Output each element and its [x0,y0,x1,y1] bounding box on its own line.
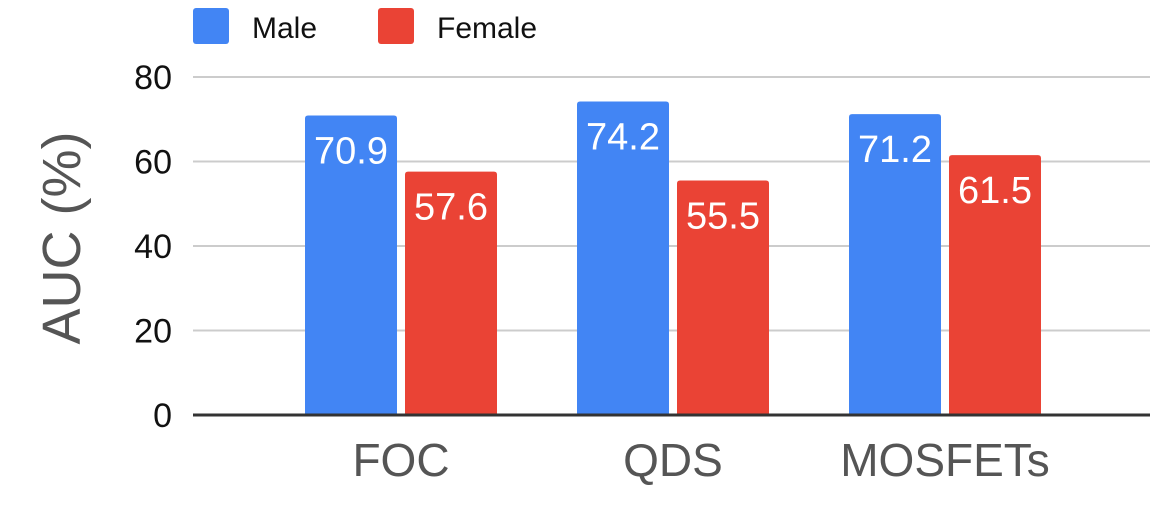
data-label-male-qds: 74.2 [586,117,660,159]
bar-male-foc [305,115,397,415]
bar-female-qds [677,180,769,415]
legend-label-female: Female [437,12,537,45]
y-tick-label-80: 80 [134,59,172,97]
y-tick-label-20: 20 [134,313,172,351]
x-axis-categories: FOC QDS MOSFETs [352,434,1049,486]
data-labels: 70.9 57.6 74.2 55.5 71.2 61.5 [314,117,1032,238]
y-tick-label-0: 0 [153,397,172,435]
legend-label-male: Male [252,12,317,45]
y-axis-label: AUC (%) [32,132,92,345]
bar-female-mosfets [949,155,1041,415]
x-category-qds: QDS [623,434,723,486]
bar-female-foc [405,171,497,415]
data-label-female-mosfets: 61.5 [958,170,1032,212]
bars [305,101,1041,416]
y-tick-label-60: 60 [134,144,172,182]
legend-swatch-male [193,8,229,44]
data-label-male-foc: 70.9 [314,130,388,172]
legend: Male Female [193,8,537,45]
data-label-female-qds: 55.5 [686,196,760,238]
y-tick-label-40: 40 [134,228,172,266]
bar-male-qds [577,101,669,415]
x-category-mosfets: MOSFETs [840,434,1050,486]
legend-swatch-female [378,8,414,44]
y-axis-ticks: 0 20 40 60 80 [134,59,172,435]
x-category-foc: FOC [352,434,449,486]
data-label-female-foc: 57.6 [414,187,488,229]
data-label-male-mosfets: 71.2 [858,129,932,171]
bar-male-mosfets [849,114,941,416]
